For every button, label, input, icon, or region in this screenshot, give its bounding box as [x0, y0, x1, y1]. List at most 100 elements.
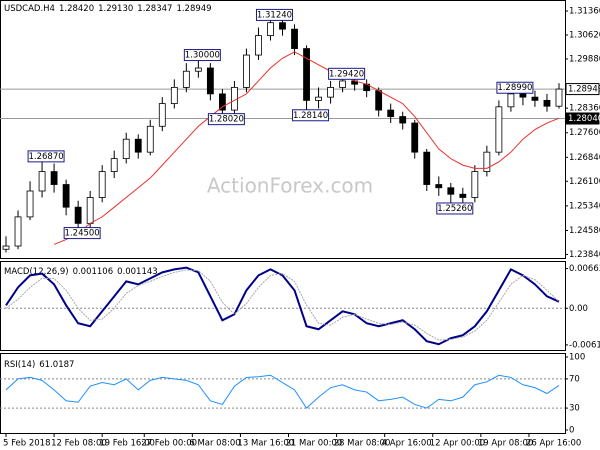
y-tick-label: 1.26100	[569, 177, 600, 187]
x-tick-label: 12 Apr 00:00	[430, 439, 485, 449]
annotation-box	[207, 113, 245, 126]
x-tick-label: 27 Feb 00:00	[141, 439, 197, 449]
candle-body	[98, 171, 106, 198]
annotation-label: 1.25260	[437, 204, 472, 214]
candle-body	[555, 88, 563, 107]
pane-header: USDCAD.H4 1.28420 1.29130 1.28347 1.28949	[4, 4, 212, 14]
annotation-label: 1.28990	[497, 83, 532, 93]
moving-average	[53, 51, 560, 245]
candle-body	[387, 109, 395, 117]
candle-body	[519, 93, 527, 98]
candle-body	[146, 125, 154, 153]
x-tick-label: 21 Mar 00:00	[286, 439, 343, 449]
x-tick-label: 13 Mar 16:00	[237, 439, 294, 449]
candle-body	[543, 99, 551, 107]
annotation-label: 1.26870	[28, 152, 63, 162]
annotation-label: 1.31240	[257, 10, 292, 20]
annotation-box	[27, 150, 65, 163]
candle-body	[243, 54, 250, 88]
y-tick-label: 1.30620	[569, 30, 600, 40]
price-label: 1.28949	[568, 85, 600, 95]
candle-body	[495, 106, 503, 153]
x-tick-label: 19 Apr 08:00	[478, 439, 533, 449]
header-value: 1.28420	[59, 4, 94, 14]
candle-body	[375, 90, 383, 111]
candle-body	[507, 93, 515, 108]
candle-body	[447, 187, 455, 195]
pane-header: RSI(14) 61.0187	[4, 360, 74, 370]
candle-body	[62, 184, 70, 208]
candle-body	[110, 158, 118, 172]
x-tick-label: 28 Mar 08:00	[334, 439, 391, 449]
pane-title: RSI(14)	[4, 360, 35, 370]
candle-body	[459, 193, 467, 198]
watermark: ActionForex.com	[207, 174, 373, 198]
candle-body	[303, 48, 310, 101]
candle-body	[170, 87, 178, 105]
header-value: 0.001106	[73, 267, 114, 277]
candle-body	[279, 22, 286, 30]
y-tick-label: 1.26840	[569, 153, 600, 163]
candle-body	[327, 87, 334, 98]
candle-body	[255, 35, 262, 56]
annotation-box	[496, 81, 534, 94]
price-pane-frame	[0, 0, 566, 259]
x-tick-label: 19 Feb 16:00	[99, 439, 155, 449]
candle-body	[291, 28, 298, 49]
x-tick-label: 26 Apr 16:00	[526, 439, 581, 449]
candle-body	[134, 138, 142, 153]
y-tick-label: 30	[569, 404, 580, 414]
pane-title: USDCAD.H4	[4, 4, 55, 14]
pane-title: MACD(12,26,9)	[4, 267, 69, 277]
y-tick-label: 1.27600	[569, 128, 600, 138]
candle-body	[399, 116, 407, 124]
header-value: 1.29130	[98, 4, 133, 14]
y-tick-label: 70	[569, 374, 580, 384]
annotation-box	[63, 227, 101, 240]
annotation-box	[328, 67, 366, 80]
candle-body	[471, 171, 479, 198]
indicator-line	[5, 374, 560, 409]
annotation-label: 1.24500	[65, 229, 100, 239]
pane-header: MACD(12,26,9) 0.001106 0.001143	[4, 267, 158, 277]
candle-body	[182, 70, 190, 88]
candle-body	[158, 103, 166, 127]
header-value: 1.28347	[137, 4, 172, 14]
candle-body	[122, 138, 130, 160]
y-tick-label: 1.31360	[569, 7, 600, 17]
annotation-box	[436, 202, 474, 215]
price-label: 1.28040	[568, 114, 600, 124]
indicator-line	[5, 269, 560, 341]
candle-body	[531, 96, 539, 101]
indicator-line	[5, 266, 560, 346]
annotation-label: 1.28020	[209, 115, 244, 125]
annotation-box	[183, 49, 221, 62]
candle-body	[14, 216, 22, 247]
y-tick-label: 100	[569, 353, 585, 363]
header-value: 0.001143	[117, 267, 158, 277]
candle-body	[194, 67, 202, 72]
header-value: 1.28949	[176, 4, 211, 14]
header-value: 61.0187	[39, 360, 74, 370]
y-tick-label: 0	[569, 426, 574, 436]
x-tick-label: 6 Mar 08:00	[189, 439, 240, 449]
y-tick-label: -0.006114	[569, 340, 600, 350]
y-tick-label: 1.24580	[569, 226, 600, 236]
macd-pane-frame	[0, 261, 566, 351]
annotation-label: 1.30000	[185, 51, 220, 61]
candle-body	[267, 22, 274, 37]
y-tick-label: 0.00	[569, 304, 588, 314]
candle-body	[315, 96, 322, 101]
candle-body	[411, 122, 419, 153]
candle-body	[38, 171, 46, 192]
candle-body	[206, 67, 214, 95]
candle-body	[218, 93, 226, 111]
candle-body	[435, 184, 443, 189]
rsi-pane-frame	[0, 353, 566, 434]
price-label-box	[565, 83, 600, 96]
annotation-label: 1.29420	[329, 69, 364, 79]
y-tick-label: 1.29880	[569, 54, 600, 64]
y-tick-label: 1.25340	[569, 201, 600, 211]
y-tick-label: 1.23840	[569, 250, 600, 260]
